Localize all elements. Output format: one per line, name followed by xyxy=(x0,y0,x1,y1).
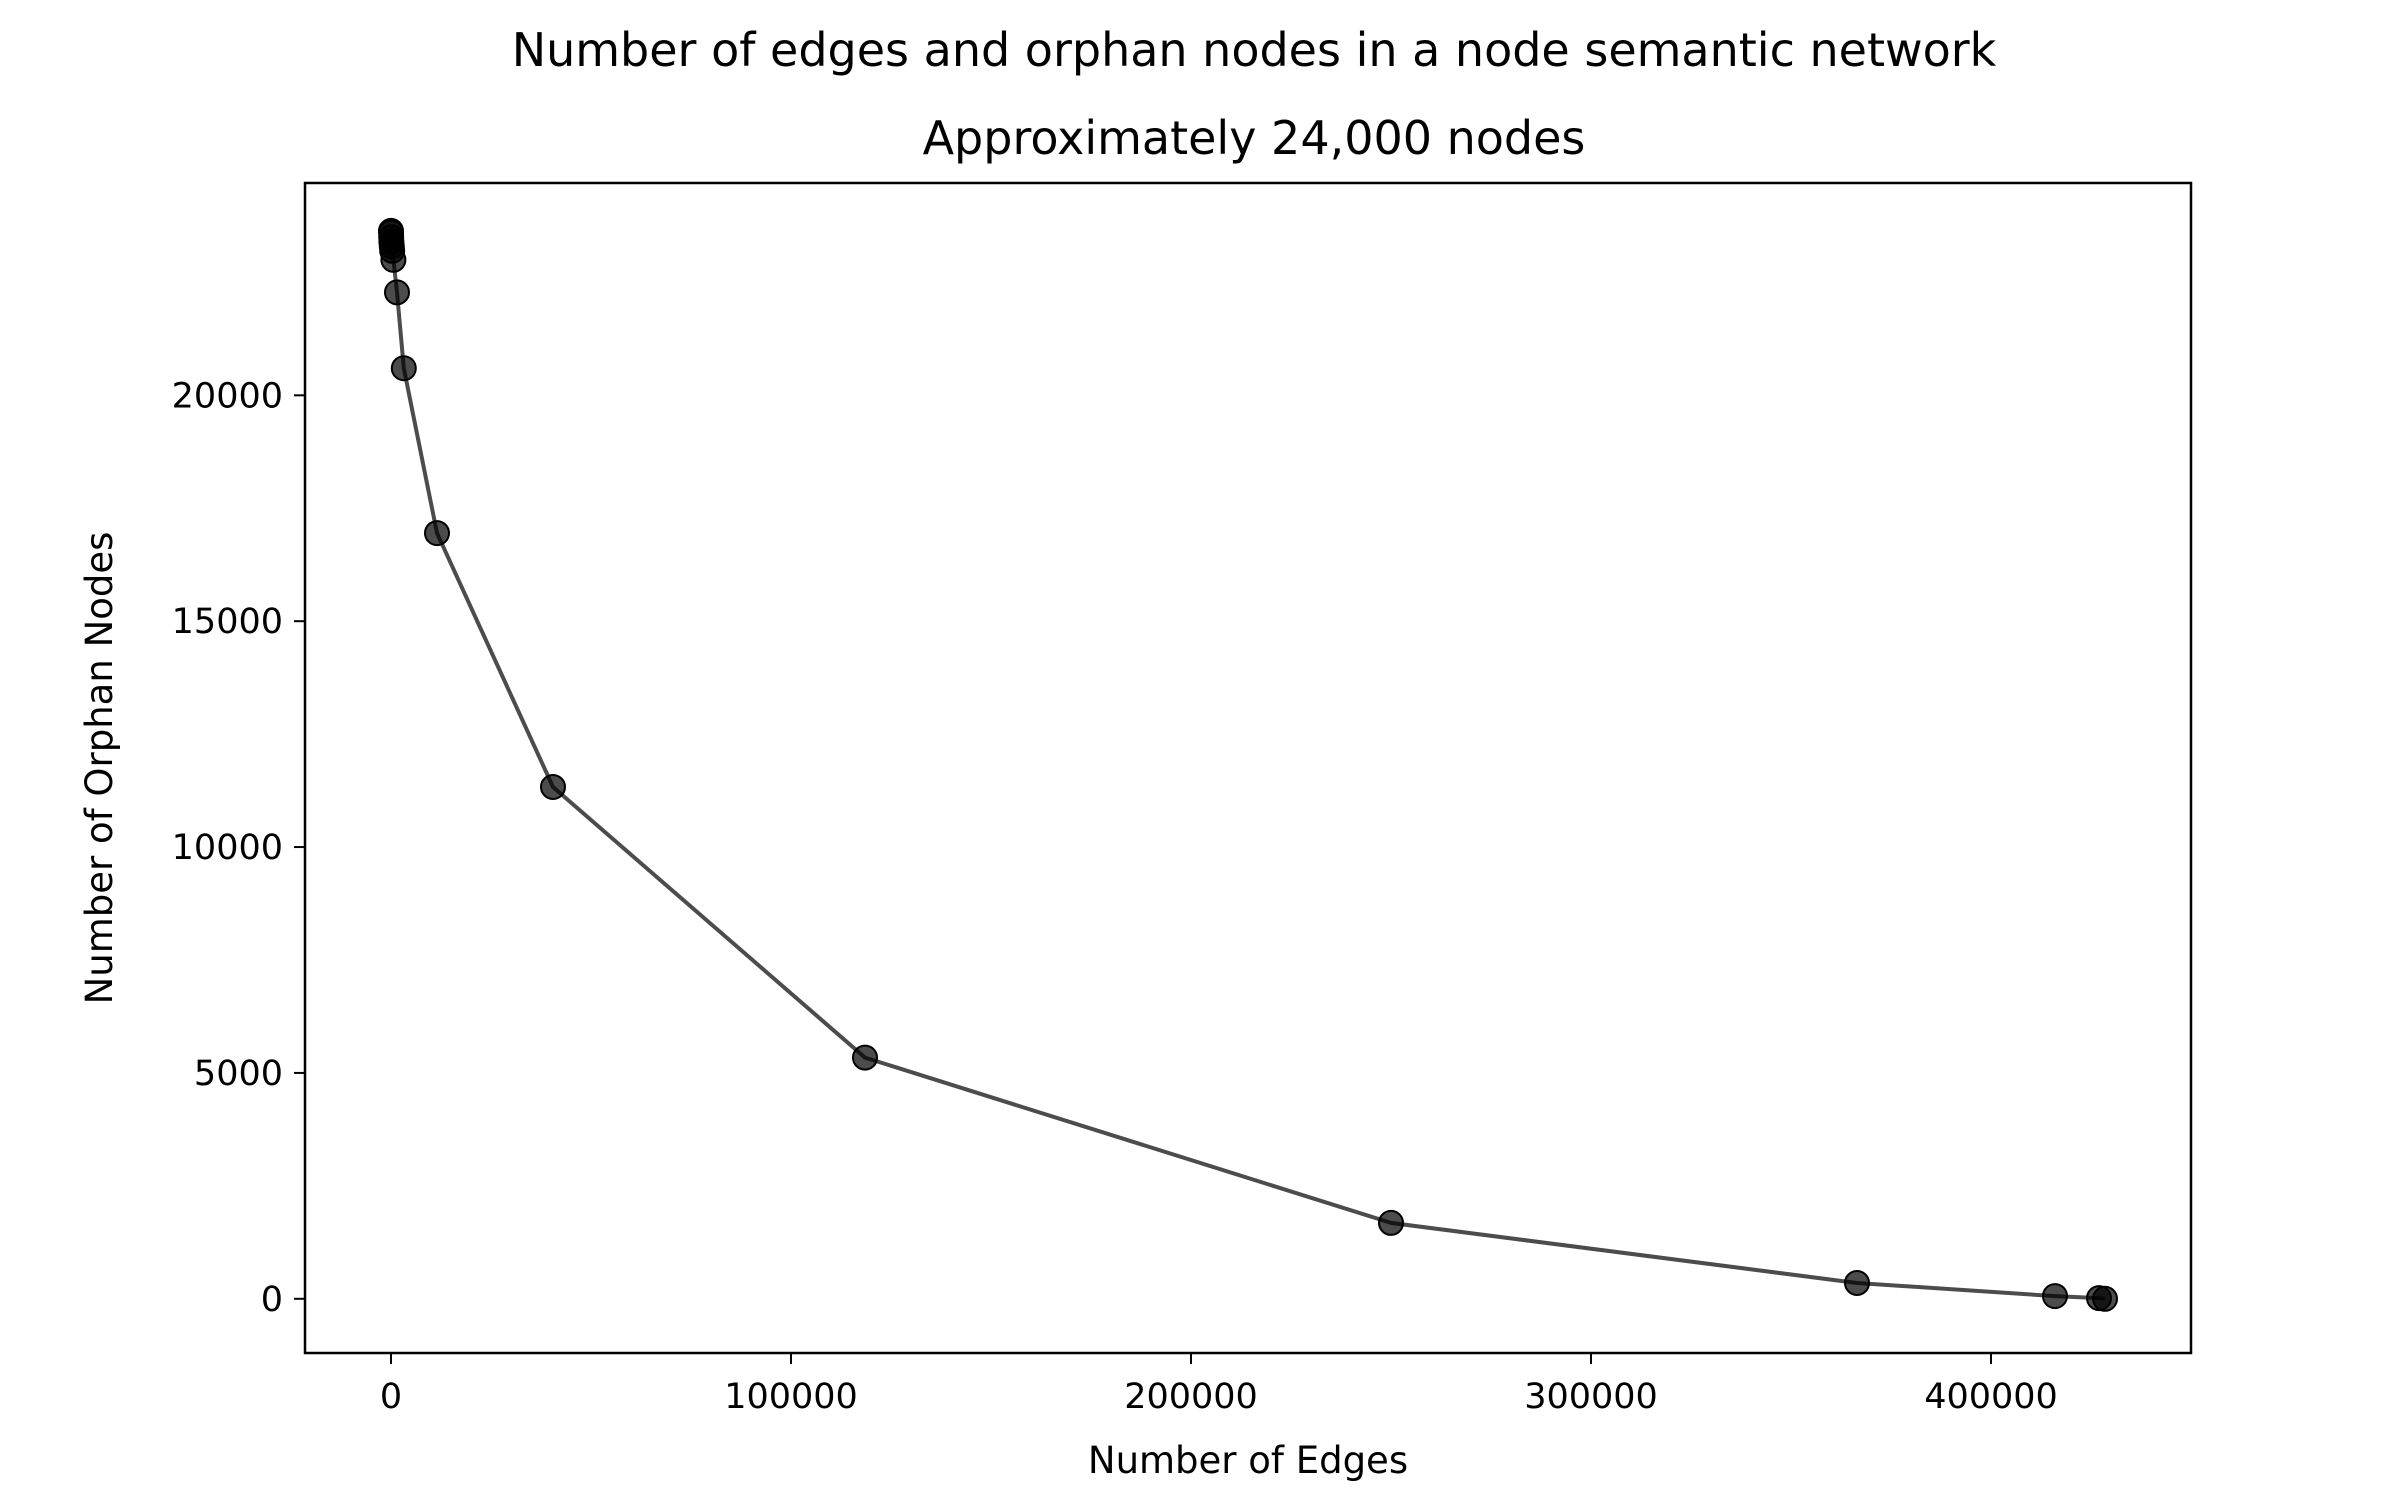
y-tick-label: 15000 xyxy=(172,602,283,642)
x-axis-ticks: 0 100000 200000 300000 400000 xyxy=(380,1353,2058,1417)
data-point xyxy=(852,1044,878,1071)
x-tick-label: 200000 xyxy=(1124,1377,1258,1417)
y-tick-label: 10000 xyxy=(172,828,283,868)
data-point xyxy=(380,246,407,273)
y-axis-label: Number of Orphan Nodes xyxy=(78,532,121,1005)
data-point xyxy=(2042,1283,2068,1310)
x-axis-label: Number of Edges xyxy=(1088,1439,1408,1482)
x-tick-label: 400000 xyxy=(1924,1377,2058,1417)
series-line xyxy=(389,230,2106,1301)
data-point xyxy=(1378,1209,1404,1236)
data-point xyxy=(2092,1285,2118,1312)
y-axis-ticks: 0 5000 10000 15000 20000 xyxy=(172,376,305,1320)
plot-series xyxy=(378,217,2118,1312)
data-point xyxy=(390,355,417,382)
plot-frame xyxy=(303,181,2193,1355)
x-tick-label: 0 xyxy=(380,1377,402,1417)
y-tick-label: 5000 xyxy=(194,1054,283,1094)
y-tick-label: 0 xyxy=(261,1280,283,1320)
y-tick-label: 20000 xyxy=(172,376,283,416)
x-tick-label: 100000 xyxy=(724,1377,858,1417)
chart-title: Number of edges and orphan nodes in a no… xyxy=(512,23,1997,77)
x-tick-label: 300000 xyxy=(1524,1377,1658,1417)
data-point xyxy=(384,279,410,306)
data-point xyxy=(540,773,566,800)
data-point xyxy=(424,520,450,547)
chart-subtitle: Approximately 24,000 nodes xyxy=(923,111,1586,165)
data-point xyxy=(1844,1269,1870,1296)
